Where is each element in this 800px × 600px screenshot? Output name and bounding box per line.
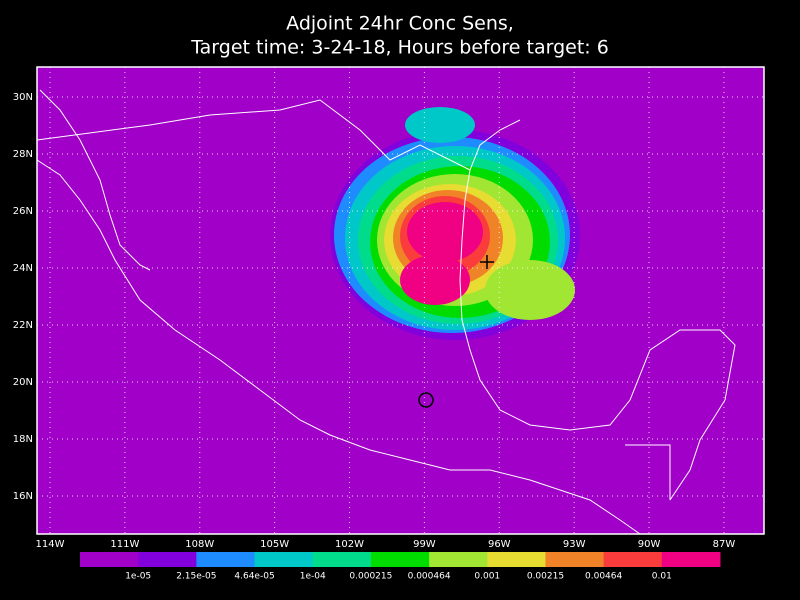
lat-label: 30N xyxy=(13,92,33,103)
colorbar-label: 4.64e-05 xyxy=(234,572,274,582)
colorbar-swatch xyxy=(80,552,139,567)
target-marker xyxy=(480,255,494,269)
border xyxy=(625,444,671,500)
colorbar-label: 1e-04 xyxy=(300,572,326,582)
lon-label: 114W xyxy=(36,539,65,550)
lat-label: 24N xyxy=(13,263,33,274)
lat-label: 28N xyxy=(13,149,33,160)
colorbar-swatch xyxy=(661,552,721,567)
sensitivity-field xyxy=(330,107,580,340)
colorbar-swatch xyxy=(603,552,663,567)
coastline xyxy=(36,159,641,535)
source-marker xyxy=(418,392,434,408)
colorbar-label: 0.00464 xyxy=(585,572,622,582)
colorbar-label: 0.000464 xyxy=(408,572,451,582)
colorbar-label: 0.00215 xyxy=(527,572,564,582)
map-frame xyxy=(36,66,765,535)
lon-label: 93W xyxy=(563,539,586,550)
contour-level xyxy=(407,202,483,262)
lat-label: 18N xyxy=(13,434,33,445)
colorbar-swatch xyxy=(138,552,197,567)
border xyxy=(36,99,471,171)
colorbar-swatch xyxy=(487,552,546,567)
lon-label: 102W xyxy=(335,539,364,550)
contour-level xyxy=(485,260,575,320)
colorbar-swatch xyxy=(312,552,372,567)
lat-label: 20N xyxy=(13,377,33,388)
lat-label: 22N xyxy=(13,320,33,331)
lon-label: 108W xyxy=(185,539,214,550)
colorbar-label: 0.01 xyxy=(652,572,672,582)
lon-label: 111W xyxy=(110,539,139,550)
lon-label: 105W xyxy=(260,539,289,550)
lon-label: 99W xyxy=(413,539,436,550)
lon-label: 90W xyxy=(638,539,661,550)
lat-label: 26N xyxy=(13,206,33,217)
grid xyxy=(37,67,764,534)
colorbar-swatch xyxy=(196,552,256,567)
colorbar-swatch xyxy=(545,552,605,567)
colorbar-label: 0.000215 xyxy=(349,572,392,582)
coastlines xyxy=(36,89,736,535)
title-line: Target time: 3-24-18, Hours before targe… xyxy=(190,37,609,59)
colorbar-label: 1e-05 xyxy=(125,572,151,582)
contour-level xyxy=(405,107,475,143)
colorbar: 1e-05 2.15e-05 4.64e-05 1e-04 0.000215 0.0004… xyxy=(80,552,721,582)
coastline xyxy=(459,119,736,501)
lon-label: 87W xyxy=(713,539,736,550)
colorbar-label: 0.001 xyxy=(474,572,500,582)
lon-label: 96W xyxy=(488,539,511,550)
coastline xyxy=(39,89,151,271)
colorbar-swatch xyxy=(370,552,430,567)
lat-label: 16N xyxy=(13,491,33,502)
title-line: Adjoint 24hr Conc Sens, xyxy=(286,13,514,35)
colorbar-swatch xyxy=(429,552,488,567)
colorbar-swatch xyxy=(254,552,314,567)
colorbar-label: 2.15e-05 xyxy=(176,572,216,582)
